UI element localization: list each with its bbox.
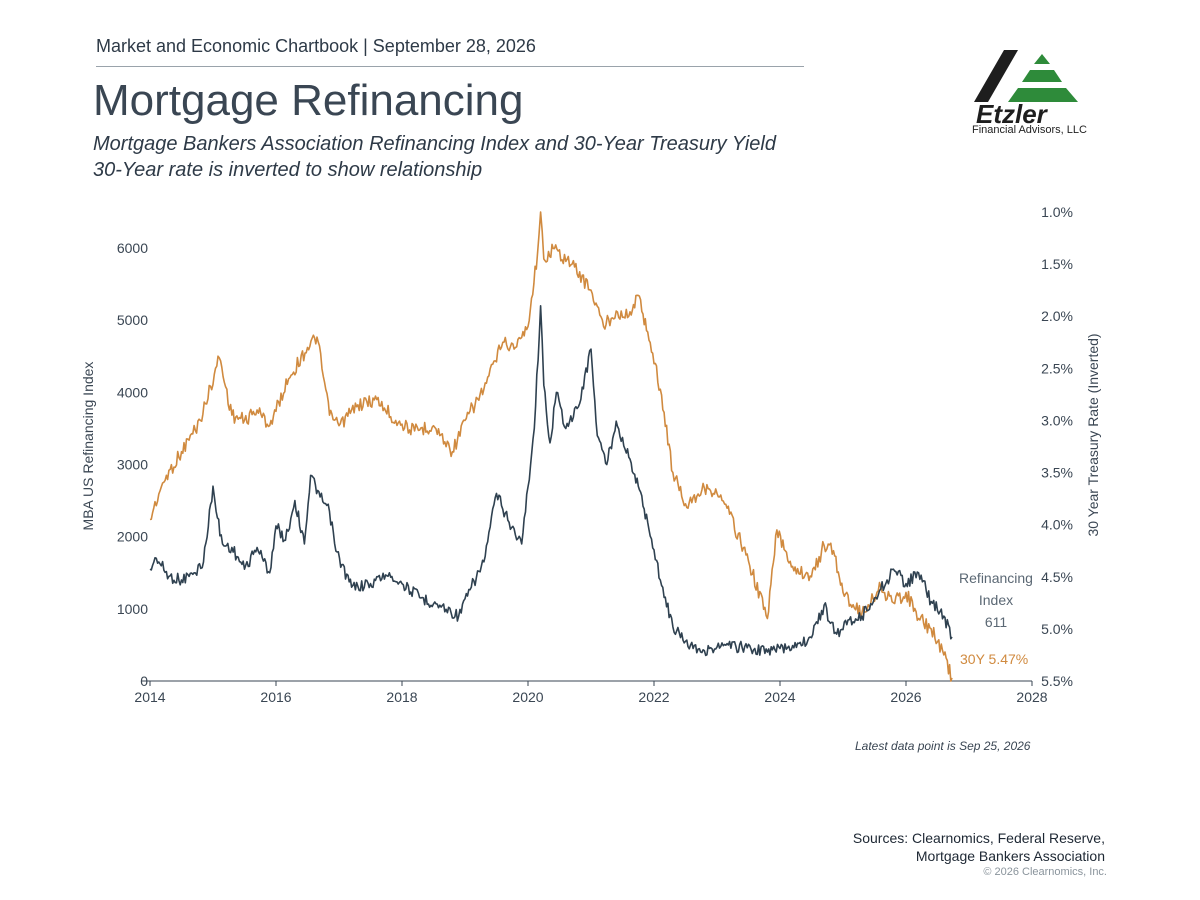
y-tick-label: 0 [140, 673, 148, 689]
logo-wordmark: Etzler [976, 99, 1049, 129]
y2-tick-label: 2.0% [1041, 308, 1073, 324]
header-divider [96, 66, 804, 67]
chartbook-header: Market and Economic Chartbook | Septembe… [96, 36, 536, 56]
y-axis-title: MBA US Refinancing Index [80, 362, 96, 531]
x-tick-label: 2024 [764, 689, 795, 705]
y2-tick-label: 5.5% [1041, 673, 1073, 689]
y-tick-label: 2000 [117, 529, 148, 545]
y-tick-label: 3000 [117, 457, 148, 473]
x-tick-label: 2028 [1016, 689, 1047, 705]
etzler-logo: Etzler [974, 50, 1078, 129]
refinancing-index-line [149, 305, 953, 657]
y2-tick-label: 4.0% [1041, 517, 1073, 533]
chart-series [149, 211, 953, 682]
chart-subtitle-note: 30-Year rate is inverted to show relatio… [93, 159, 483, 181]
x-tick-label: 2014 [134, 689, 165, 705]
y-tick-label: 1000 [117, 601, 148, 617]
logo-mountain-base-icon [1008, 88, 1078, 102]
latest-data-note: Latest data point is Sep 25, 2026 [855, 739, 1031, 753]
treasury-30y-line [149, 211, 953, 682]
chart-labels: Refinancing Index 611 30Y 5.47% [959, 570, 1033, 667]
y2-tick-label: 3.5% [1041, 465, 1073, 481]
sources-line-1: Sources: Clearnomics, Federal Reserve, [852, 830, 1105, 846]
sources-note: Sources: Clearnomics, Federal Reserve, M… [853, 829, 1105, 865]
x-tick-label: 2026 [890, 689, 921, 705]
chart-axes: 2014 2016 2018 2020 2022 2024 2026 2028 0 1000 200… [80, 204, 1101, 705]
y-tick-label: 4000 [117, 384, 148, 400]
y2-tick-label: 3.0% [1041, 412, 1073, 428]
refi-label-line-2: Index [979, 592, 1013, 608]
y-tick-label: 5000 [117, 312, 148, 328]
y2-axis-title: 30 Year Treasury Rate (Inverted) [1085, 333, 1101, 536]
sources-line-2: Mortgage Bankers Association [915, 848, 1105, 864]
logo-mountain-top-icon [1034, 54, 1050, 64]
y2-tick-label: 2.5% [1041, 360, 1073, 376]
logo-tagline: Financial Advisors, LLC [972, 124, 1087, 136]
x-tick-label: 2020 [512, 689, 543, 705]
treasury-label: 30Y 5.47% [960, 651, 1028, 667]
logo-mountain-mid-icon [1022, 70, 1062, 82]
x-tick-label: 2022 [638, 689, 669, 705]
x-tick-label: 2016 [260, 689, 291, 705]
refi-label-value: 611 [985, 614, 1008, 630]
copyright: © 2026 Clearnomics, Inc. [983, 866, 1107, 878]
logo-slash-icon [974, 50, 1018, 102]
y2-tick-label: 4.5% [1041, 569, 1073, 585]
y-tick-label: 6000 [117, 240, 148, 256]
y2-tick-label: 1.5% [1041, 256, 1073, 272]
chart-subtitle: Mortgage Bankers Association Refinancing… [93, 133, 776, 155]
page-title: Mortgage Refinancing [93, 76, 524, 125]
y2-tick-label: 1.0% [1041, 204, 1073, 220]
x-tick-label: 2018 [386, 689, 417, 705]
refi-label-line-1: Refinancing [959, 570, 1033, 586]
y2-tick-label: 5.0% [1041, 621, 1073, 637]
